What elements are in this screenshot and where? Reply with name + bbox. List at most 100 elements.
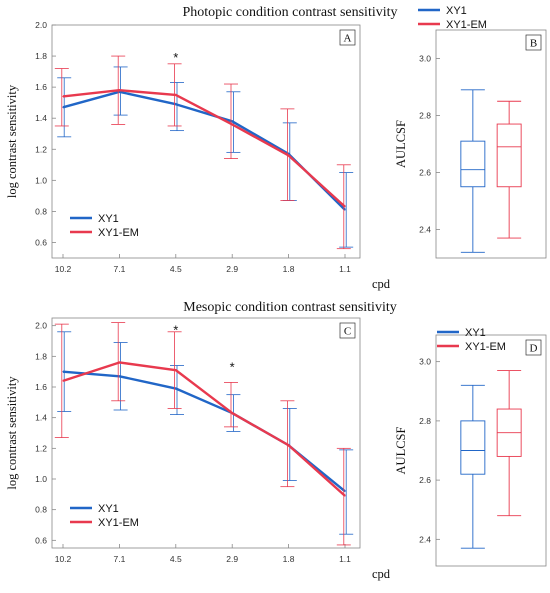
x-tick-label: 1.1 (339, 264, 351, 274)
x-tick-label: 4.5 (170, 264, 182, 274)
y-tick-label: 2.4 (419, 225, 431, 235)
legend-label: XY1-EM (98, 227, 139, 239)
y-tick-label: 0.6 (35, 535, 47, 545)
y-tick-label: 2.0 (35, 321, 47, 331)
legend-label: XY1-EM (465, 341, 506, 353)
y-tick-label: 3.0 (419, 357, 431, 367)
plot-frame (51, 317, 361, 549)
panel-label: D (530, 343, 538, 355)
y-axis-label: AULCSF (394, 120, 408, 168)
series-xy1-em (54, 55, 351, 250)
box-xy1 (460, 89, 486, 253)
panel-label-box (339, 322, 356, 339)
chart-panel-D: 2.4 2.6 2.8 3.0 AULCSF XY1 XY1-EM D (394, 327, 547, 567)
y-tick-label: 0.6 (35, 237, 47, 247)
data-point (175, 387, 177, 390)
x-tick-label: 10.2 (55, 554, 72, 564)
plot-frame (51, 24, 361, 259)
x-tick-label: 7.1 (113, 264, 125, 274)
box-xy1-em (496, 370, 522, 517)
data-point (118, 91, 120, 93)
x-tick-label: 2.9 (226, 554, 238, 564)
significance-star: * (173, 50, 178, 65)
data-point (231, 120, 233, 122)
legend-label: XY1 (98, 503, 119, 515)
y-tick-label: 2.4 (419, 534, 431, 544)
panel-label: B (530, 38, 537, 50)
data-point (344, 206, 346, 208)
data-point (288, 444, 290, 446)
plot-frame (435, 29, 547, 259)
y-tick-label: 1.2 (35, 144, 47, 154)
box-xy1-em (496, 100, 522, 239)
data-point (118, 361, 120, 364)
data-point (231, 123, 233, 126)
legend-label: XY1-EM (98, 517, 139, 529)
panel-label-box (525, 339, 542, 356)
data-point (344, 490, 346, 492)
y-tick-label: 2.8 (419, 111, 431, 121)
y-tick-label: 1.0 (35, 175, 47, 185)
data-point (62, 95, 64, 98)
x-tick-label: 1.8 (283, 264, 295, 274)
series-line (62, 370, 346, 493)
panel-label-box (525, 34, 542, 51)
series-line (62, 89, 346, 208)
data-point (175, 369, 177, 371)
data-point (344, 495, 346, 497)
data-point (62, 371, 64, 373)
iqr-box (460, 140, 486, 188)
data-point (344, 209, 346, 211)
chart-panel-B: 2.4 2.6 2.8 3.0 AULCSF XY1 XY1-EM B (394, 5, 547, 259)
data-point (231, 412, 233, 414)
chart-title: Photopic condition contrast sensitivity (182, 5, 397, 20)
significance-star: * (230, 360, 235, 375)
series-line (62, 361, 346, 497)
legend-label: XY1 (446, 5, 467, 17)
series-xy1-em (54, 322, 351, 546)
legend-label: XY1-EM (446, 19, 487, 31)
legend-label: XY1 (465, 327, 486, 339)
y-tick-label: 1.6 (35, 382, 47, 392)
data-point (118, 375, 120, 377)
panel-label: A (344, 33, 352, 45)
x-tick-label: 7.1 (113, 554, 125, 564)
x-axis-label: cpd (372, 567, 391, 581)
x-tick-label: 10.2 (55, 264, 72, 274)
data-point (62, 380, 64, 382)
panel-label-box (339, 29, 356, 46)
y-tick-label: 2.8 (419, 416, 431, 426)
chart-panel-C: Mesopic condition contrast sensitivity 0.… (5, 300, 397, 581)
y-axis-label: AULCSF (394, 426, 408, 474)
y-tick-label: 1.4 (35, 413, 47, 423)
y-tick-label: 3.0 (419, 54, 431, 64)
plot-frame (435, 334, 547, 567)
y-tick-label: 2.0 (35, 20, 47, 30)
y-tick-label: 1.8 (35, 51, 47, 61)
legend-label: XY1 (98, 213, 119, 225)
y-tick-label: 1.6 (35, 82, 47, 92)
iqr-box (460, 420, 486, 475)
x-axis-label: cpd (372, 277, 391, 291)
x-tick-label: 4.5 (170, 554, 182, 564)
box-xy1 (460, 384, 486, 549)
x-tick-label: 1.8 (283, 554, 295, 564)
significance-star: * (173, 323, 178, 338)
x-tick-label: 2.9 (226, 264, 238, 274)
y-tick-label: 1.8 (35, 351, 47, 361)
panel-label: C (344, 326, 351, 338)
y-tick-label: 0.8 (35, 505, 47, 515)
chart-panel-A: Photopic condition contrast sensitivity 0… (5, 5, 398, 291)
y-tick-label: 1.4 (35, 113, 47, 123)
data-point (118, 89, 120, 91)
y-tick-label: 2.6 (419, 168, 431, 178)
y-tick-label: 1.0 (35, 474, 47, 484)
y-tick-label: 0.8 (35, 206, 47, 216)
chart-title: Mesopic condition contrast sensitivity (183, 300, 396, 315)
data-point (175, 103, 177, 105)
y-axis-label: log contrast sensitivity (5, 376, 19, 490)
y-axis-label: log contrast sensitivity (5, 84, 19, 198)
y-tick-label: 2.6 (419, 475, 431, 485)
x-tick-label: 1.1 (339, 554, 351, 564)
